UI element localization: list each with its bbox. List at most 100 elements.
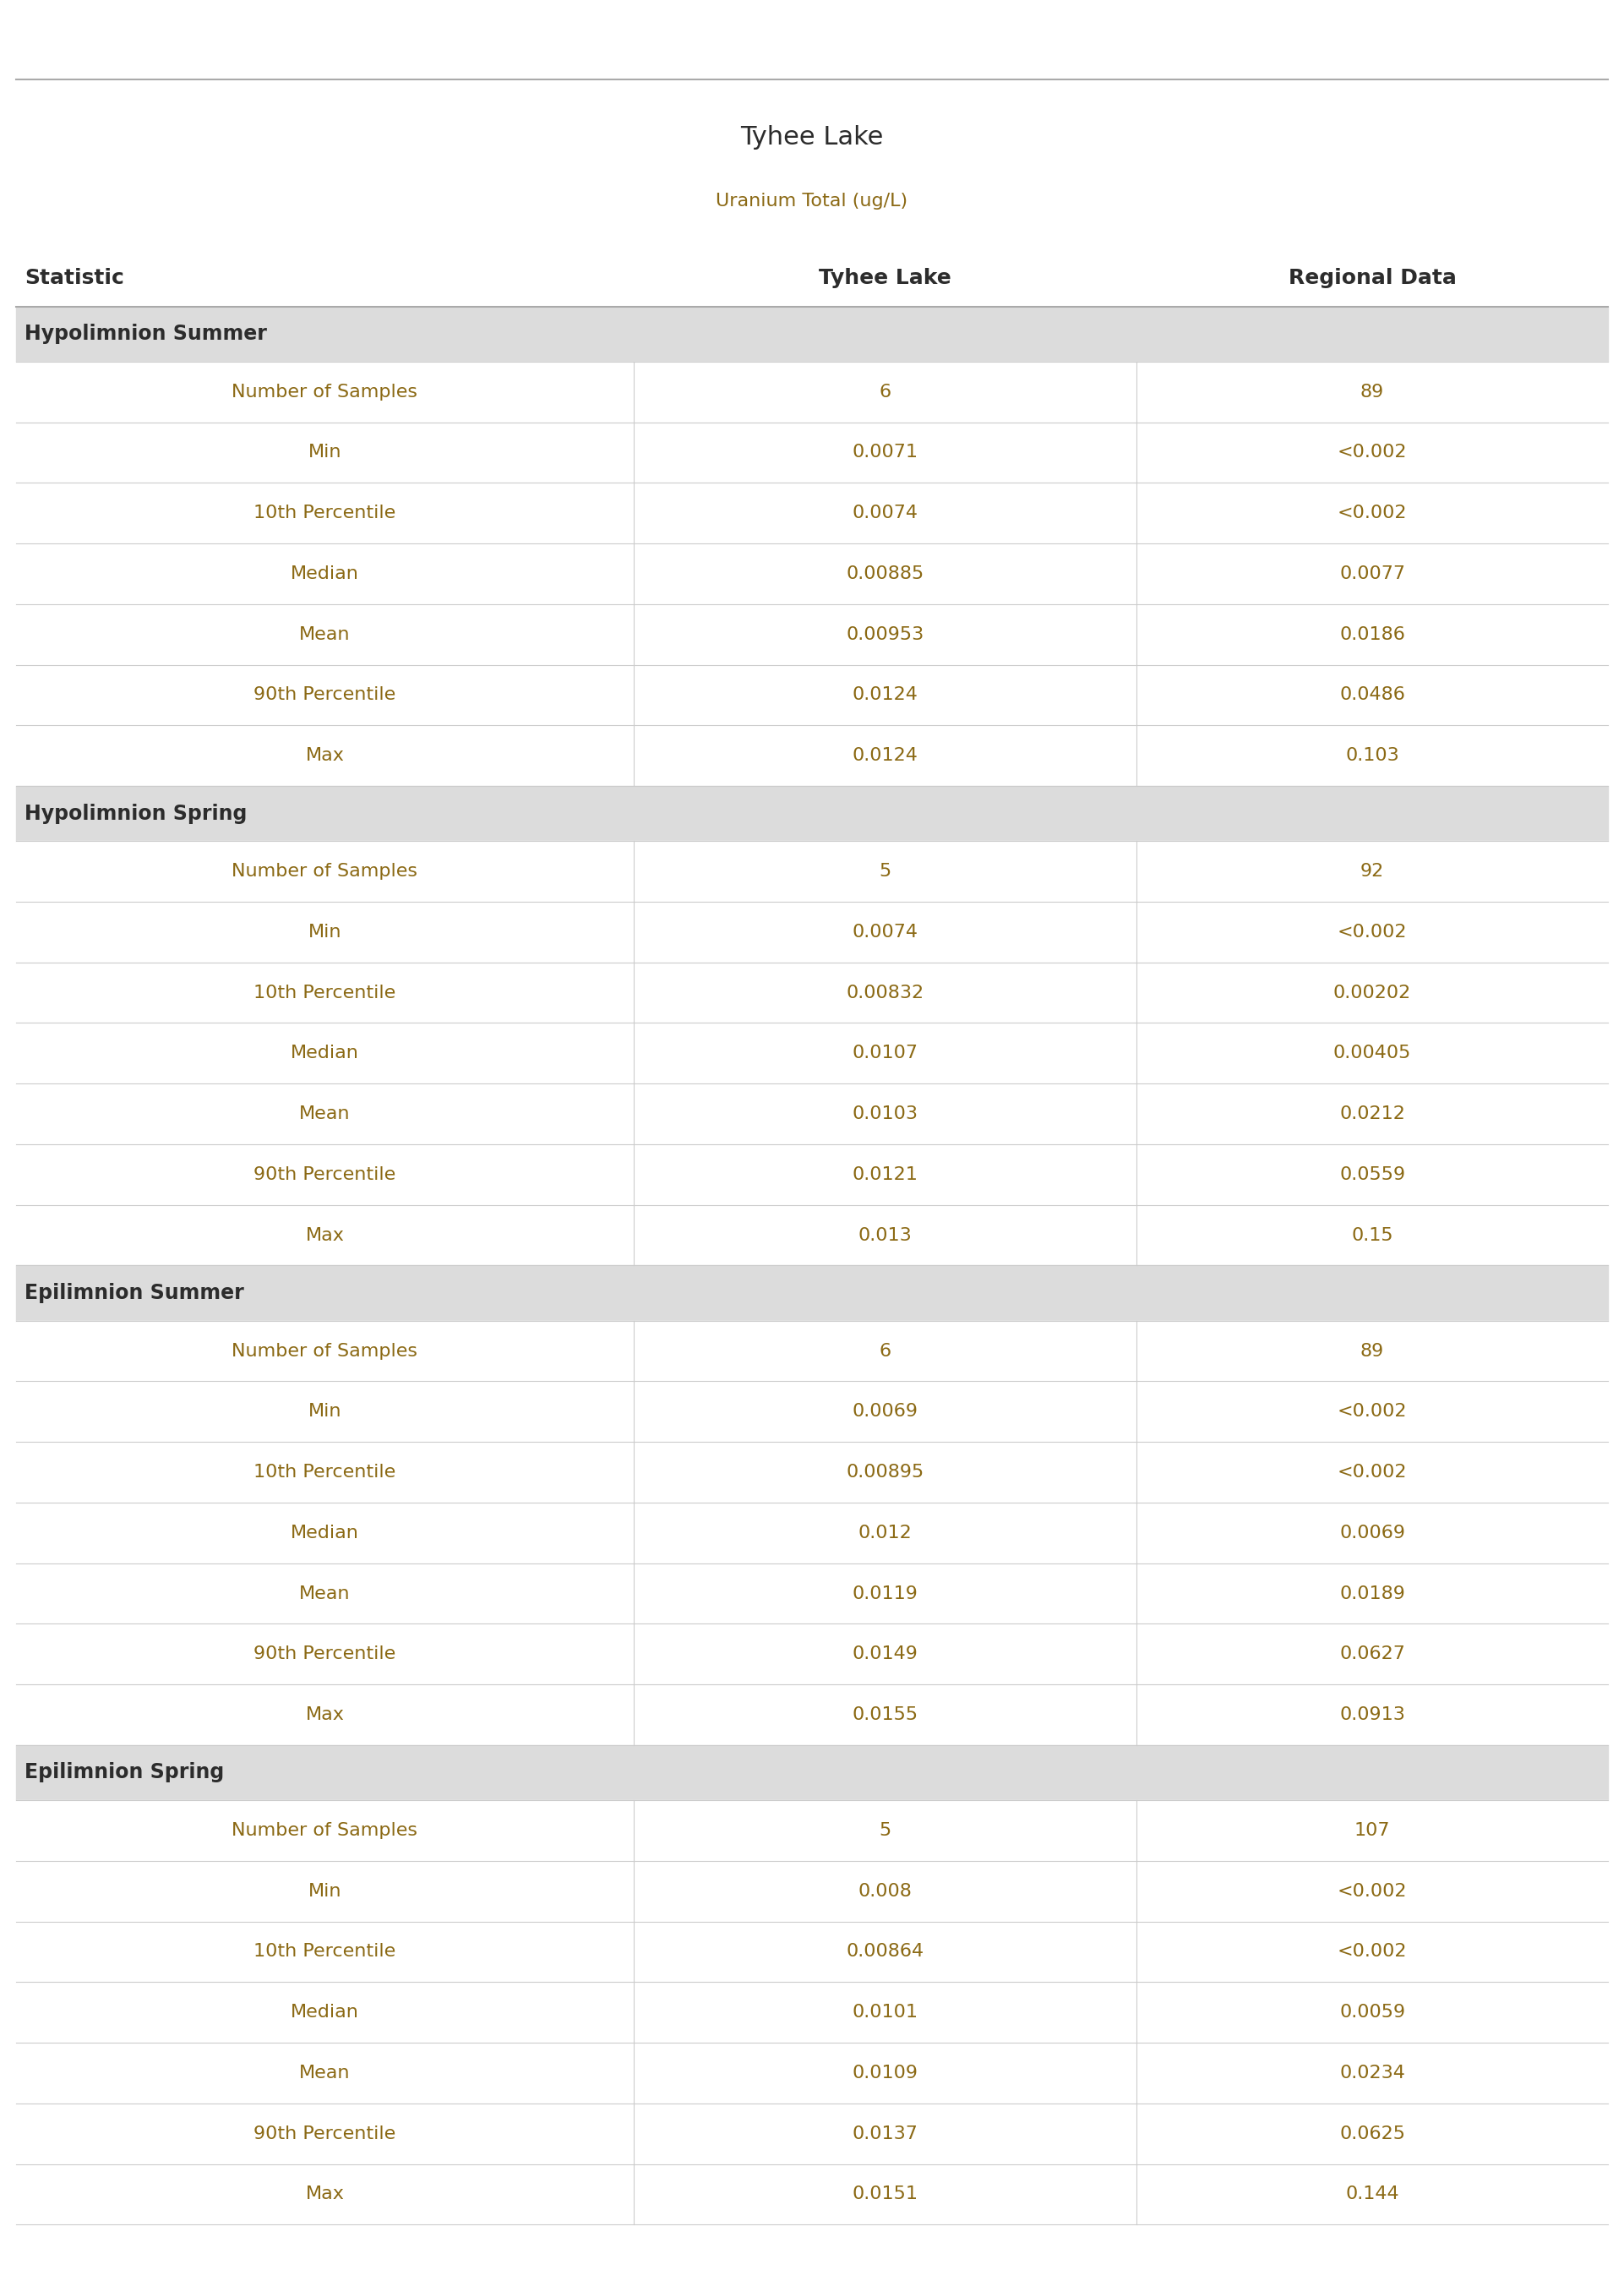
Bar: [16, 1083, 1608, 1144]
Bar: [16, 665, 1608, 726]
Text: 0.0101: 0.0101: [853, 2004, 918, 2020]
Bar: [16, 543, 1608, 604]
Text: 0.0189: 0.0189: [1340, 1584, 1405, 1603]
Text: 0.0074: 0.0074: [853, 504, 918, 522]
Text: 0.0124: 0.0124: [853, 686, 918, 704]
Text: 0.0137: 0.0137: [853, 2125, 918, 2143]
Bar: [16, 2163, 1608, 2225]
Bar: [16, 1982, 1608, 2043]
Text: Number of Samples: Number of Samples: [232, 1823, 417, 1839]
Text: 90th Percentile: 90th Percentile: [253, 1167, 396, 1183]
Text: 0.0077: 0.0077: [1340, 565, 1405, 581]
Text: Min: Min: [309, 1403, 341, 1421]
Bar: [16, 1205, 1608, 1267]
Bar: [16, 1684, 1608, 1746]
Bar: [16, 785, 1608, 842]
Text: Median: Median: [291, 565, 359, 581]
Text: 0.00864: 0.00864: [846, 1943, 924, 1961]
Text: 0.0069: 0.0069: [1340, 1525, 1405, 1541]
Text: 0.0109: 0.0109: [853, 2066, 918, 2082]
Text: Tyhee Lake: Tyhee Lake: [741, 125, 883, 150]
Text: Mean: Mean: [299, 1584, 351, 1603]
Text: 0.0486: 0.0486: [1340, 686, 1405, 704]
Bar: [16, 1623, 1608, 1684]
Text: 0.0627: 0.0627: [1340, 1646, 1405, 1662]
Text: 89: 89: [1361, 1342, 1384, 1360]
Text: 0.00202: 0.00202: [1333, 985, 1411, 1001]
Bar: [16, 604, 1608, 665]
Text: <0.002: <0.002: [1338, 1882, 1406, 1900]
Text: 0.013: 0.013: [857, 1226, 913, 1244]
Text: 0.0186: 0.0186: [1340, 627, 1405, 642]
Text: 5: 5: [879, 1823, 892, 1839]
Bar: [16, 842, 1608, 901]
Text: Max: Max: [305, 1226, 344, 1244]
Text: 0.00885: 0.00885: [846, 565, 924, 581]
Text: Uranium Total (ug/L): Uranium Total (ug/L): [716, 193, 908, 209]
Text: 10th Percentile: 10th Percentile: [253, 985, 396, 1001]
Bar: [16, 250, 1608, 306]
Bar: [16, 1746, 1608, 1800]
Bar: [16, 1800, 1608, 1861]
Bar: [16, 962, 1608, 1024]
Text: 0.0074: 0.0074: [853, 924, 918, 940]
Text: 0.0234: 0.0234: [1340, 2066, 1405, 2082]
Text: 89: 89: [1361, 384, 1384, 400]
Text: <0.002: <0.002: [1338, 504, 1406, 522]
Text: 0.0151: 0.0151: [853, 2186, 918, 2202]
Text: Number of Samples: Number of Samples: [232, 1342, 417, 1360]
Text: 107: 107: [1354, 1823, 1390, 1839]
Bar: [16, 484, 1608, 543]
Text: 90th Percentile: 90th Percentile: [253, 2125, 396, 2143]
Text: Number of Samples: Number of Samples: [232, 384, 417, 400]
Text: 0.0121: 0.0121: [853, 1167, 918, 1183]
Text: 0.0155: 0.0155: [853, 1707, 918, 1723]
Text: 90th Percentile: 90th Percentile: [253, 1646, 396, 1662]
Text: Number of Samples: Number of Samples: [232, 863, 417, 881]
Bar: [16, 2104, 1608, 2163]
Text: Min: Min: [309, 924, 341, 940]
Text: Min: Min: [309, 1882, 341, 1900]
Text: 0.0212: 0.0212: [1340, 1105, 1405, 1121]
Bar: [16, 726, 1608, 785]
Text: 92: 92: [1361, 863, 1384, 881]
Text: Min: Min: [309, 445, 341, 461]
Text: 5: 5: [879, 863, 892, 881]
Bar: [16, 1861, 1608, 1920]
Bar: [16, 1441, 1608, 1503]
Text: 10th Percentile: 10th Percentile: [253, 1464, 396, 1480]
Text: Mean: Mean: [299, 627, 351, 642]
Text: 10th Percentile: 10th Percentile: [253, 1943, 396, 1961]
Text: 0.00832: 0.00832: [846, 985, 924, 1001]
Text: 0.00895: 0.00895: [846, 1464, 924, 1480]
Text: 0.0559: 0.0559: [1340, 1167, 1405, 1183]
Text: Hypolimnion Spring: Hypolimnion Spring: [24, 804, 247, 824]
Text: Max: Max: [305, 747, 344, 765]
Text: Statistic: Statistic: [24, 268, 123, 288]
Text: <0.002: <0.002: [1338, 445, 1406, 461]
Bar: [16, 1503, 1608, 1564]
Text: 0.00953: 0.00953: [846, 627, 924, 642]
Text: 0.0103: 0.0103: [853, 1105, 918, 1121]
Text: <0.002: <0.002: [1338, 1943, 1406, 1961]
Bar: [16, 1321, 1608, 1380]
Bar: [16, 2043, 1608, 2104]
Text: Regional Data: Regional Data: [1288, 268, 1457, 288]
Bar: [16, 1024, 1608, 1083]
Text: Mean: Mean: [299, 1105, 351, 1121]
Text: <0.002: <0.002: [1338, 924, 1406, 940]
Text: Median: Median: [291, 1044, 359, 1062]
Text: <0.002: <0.002: [1338, 1403, 1406, 1421]
Bar: [16, 422, 1608, 484]
Bar: [16, 1267, 1608, 1321]
Text: 6: 6: [879, 384, 892, 400]
Text: 0.0124: 0.0124: [853, 747, 918, 765]
Text: 0.0913: 0.0913: [1340, 1707, 1405, 1723]
Bar: [16, 1144, 1608, 1205]
Text: 0.00405: 0.00405: [1333, 1044, 1411, 1062]
Text: 0.008: 0.008: [857, 1882, 913, 1900]
Text: 90th Percentile: 90th Percentile: [253, 686, 396, 704]
Text: Median: Median: [291, 1525, 359, 1541]
Text: <0.002: <0.002: [1338, 1464, 1406, 1480]
Text: Max: Max: [305, 2186, 344, 2202]
